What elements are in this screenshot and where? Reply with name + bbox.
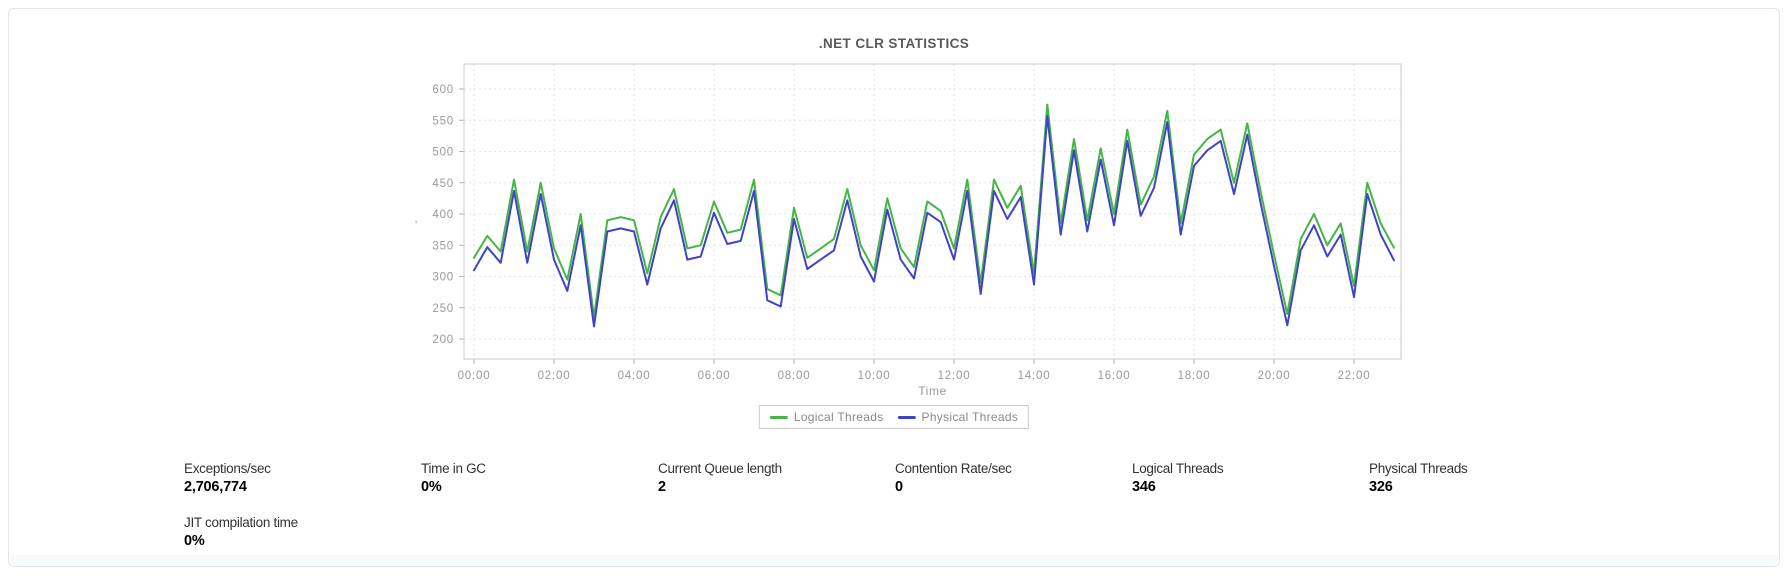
plot-border <box>463 63 1402 360</box>
x-axis-title: Time <box>918 384 947 398</box>
x-tick-label: 02:00 <box>538 370 571 382</box>
stat-physical-threads: Physical Threads 326 <box>1369 461 1606 495</box>
chart-title: .NET CLR STATISTICS <box>818 36 970 51</box>
stat-label: Current Queue length <box>658 461 782 476</box>
series-lines <box>473 103 1395 328</box>
stats-grid: Exceptions/sec 2,706,774 Time in GC 0% Curre… <box>184 461 1606 549</box>
stat-value: 346 <box>1132 479 1156 495</box>
stat-value: 0% <box>184 533 205 549</box>
y-tick-label: 450 <box>432 178 454 190</box>
stat-label: Time in GC <box>421 461 486 476</box>
axis-labels: 600 550 500 450 400 350 300 250 200 00:00 02:00 04:… <box>414 84 1371 398</box>
stat-contention-rate-sec: Contention Rate/sec 0 <box>895 461 1132 495</box>
stat-value: 2 <box>658 479 666 495</box>
x-tick-label: 20:00 <box>1258 370 1291 382</box>
x-tick-label: 08:00 <box>778 370 811 382</box>
clr-chart: 600 550 500 450 400 350 300 250 200 00:00 02:00 04:… <box>394 57 1409 402</box>
stat-logical-threads: Logical Threads 346 <box>1132 461 1369 495</box>
y-tick-label: 200 <box>432 334 454 346</box>
x-tick-label: 06:00 <box>698 370 731 382</box>
clr-chart-svg: 600 550 500 450 400 350 300 250 200 00:00 02:00 04:… <box>414 63 1402 398</box>
stat-time-in-gc: Time in GC 0% <box>421 461 658 495</box>
x-tick-label: 10:00 <box>858 370 891 382</box>
legend-label: Logical Threads <box>793 410 884 424</box>
x-tick-label: 12:00 <box>938 370 971 382</box>
stat-value: 0% <box>421 479 442 495</box>
x-tick-label: 04:00 <box>618 370 651 382</box>
x-tick-label: 18:00 <box>1178 370 1211 382</box>
chart-legend: Logical Threads Physical Threads <box>758 405 1030 429</box>
y-axis-title: , <box>414 211 417 225</box>
legend-label: Physical Threads <box>921 410 1019 424</box>
stat-label: Physical Threads <box>1369 461 1468 476</box>
y-tick-label: 350 <box>432 240 454 252</box>
grid-lines <box>464 64 1401 359</box>
y-tick-label: 500 <box>432 147 454 159</box>
stat-value: 2,706,774 <box>184 479 247 495</box>
stat-label: JIT compilation time <box>184 515 298 530</box>
stat-label: Logical Threads <box>1132 461 1224 476</box>
stat-jit-compilation-time: JIT compilation time 0% <box>184 515 421 549</box>
axis-ticks <box>459 88 1355 364</box>
legend-swatch-physical-threads <box>897 415 916 419</box>
series-line-logical-threads <box>473 103 1395 319</box>
y-tick-label: 250 <box>432 303 454 315</box>
legend-swatch-logical-threads <box>769 415 788 419</box>
y-tick-label: 300 <box>432 272 454 284</box>
stat-label: Contention Rate/sec <box>895 461 1012 476</box>
stat-value: 0 <box>895 479 903 495</box>
x-tick-label: 14:00 <box>1018 370 1051 382</box>
y-tick-label: 400 <box>432 209 454 221</box>
legend-item-logical-threads[interactable]: Logical Threads <box>769 410 884 424</box>
stat-value: 326 <box>1369 479 1393 495</box>
clr-statistics-card: .NET CLR STATISTICS 600 550 500 450 400 350 30… <box>8 8 1780 567</box>
card-footer-strip <box>10 555 1778 565</box>
x-tick-label: 22:00 <box>1338 370 1371 382</box>
x-tick-label: 00:00 <box>458 370 491 382</box>
y-tick-label: 550 <box>432 115 454 127</box>
x-tick-label: 16:00 <box>1098 370 1131 382</box>
stat-exceptions-sec: Exceptions/sec 2,706,774 <box>184 461 421 495</box>
y-tick-label: 600 <box>432 84 454 96</box>
series-line-physical-threads <box>473 114 1395 328</box>
legend-item-physical-threads[interactable]: Physical Threads <box>897 410 1019 424</box>
stat-label: Exceptions/sec <box>184 461 271 476</box>
stat-current-queue-length: Current Queue length 2 <box>658 461 895 495</box>
